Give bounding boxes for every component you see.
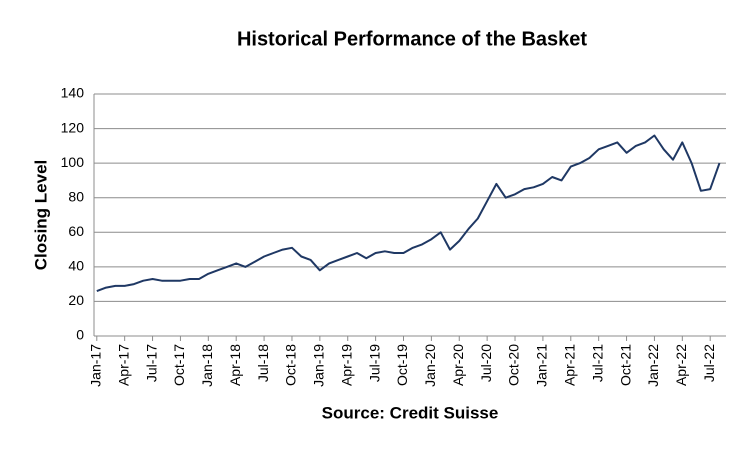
x-tick-label: Jan-21 — [534, 344, 550, 387]
x-tick-label: Jul-20 — [478, 344, 494, 382]
y-tick-label: 100 — [61, 154, 85, 170]
x-tick-label: Jul-17 — [143, 344, 159, 382]
y-tick-label: 80 — [68, 188, 84, 204]
x-tick-label: Apr-21 — [561, 344, 577, 386]
x-axis-title: Source: Credit Suisse — [322, 403, 499, 422]
x-tick-label: Jul-22 — [701, 344, 717, 382]
x-tick-label: Oct-20 — [506, 344, 522, 386]
y-tick-label: 20 — [68, 292, 84, 308]
y-tick-label: 40 — [68, 258, 84, 274]
x-tick-label: Jan-19 — [311, 344, 327, 387]
x-tick-label: Jul-19 — [366, 344, 382, 382]
y-tick-label: 120 — [61, 119, 85, 135]
x-tick-label: Jul-21 — [589, 344, 605, 382]
x-tick-label: Oct-18 — [283, 344, 299, 386]
data-line — [96, 134, 721, 293]
x-tick-label: Jan-22 — [645, 344, 661, 387]
x-tick-label: Jan-18 — [199, 344, 215, 387]
x-tick-label: Jan-20 — [422, 344, 438, 387]
chart-title: Historical Performance of the Basket — [237, 28, 587, 50]
y-tick-label: 0 — [76, 327, 84, 343]
x-tick-label: Apr-20 — [450, 344, 466, 386]
y-axis-title: Closing Level — [31, 160, 50, 271]
x-tick-label: Jan-17 — [87, 344, 103, 387]
x-tick-label: Jul-18 — [255, 344, 271, 382]
x-tick-label: Oct-19 — [394, 344, 410, 386]
x-tick-label: Apr-22 — [673, 344, 689, 386]
x-tick-label: Apr-19 — [338, 344, 354, 386]
x-tick-label: Apr-17 — [115, 344, 131, 386]
y-tick-label: 60 — [68, 223, 84, 239]
x-tick-label: Oct-21 — [617, 344, 633, 386]
y-tick-label: 140 — [61, 85, 85, 101]
x-tick-label: Oct-17 — [171, 344, 187, 386]
x-tick-label: Apr-18 — [227, 344, 243, 386]
